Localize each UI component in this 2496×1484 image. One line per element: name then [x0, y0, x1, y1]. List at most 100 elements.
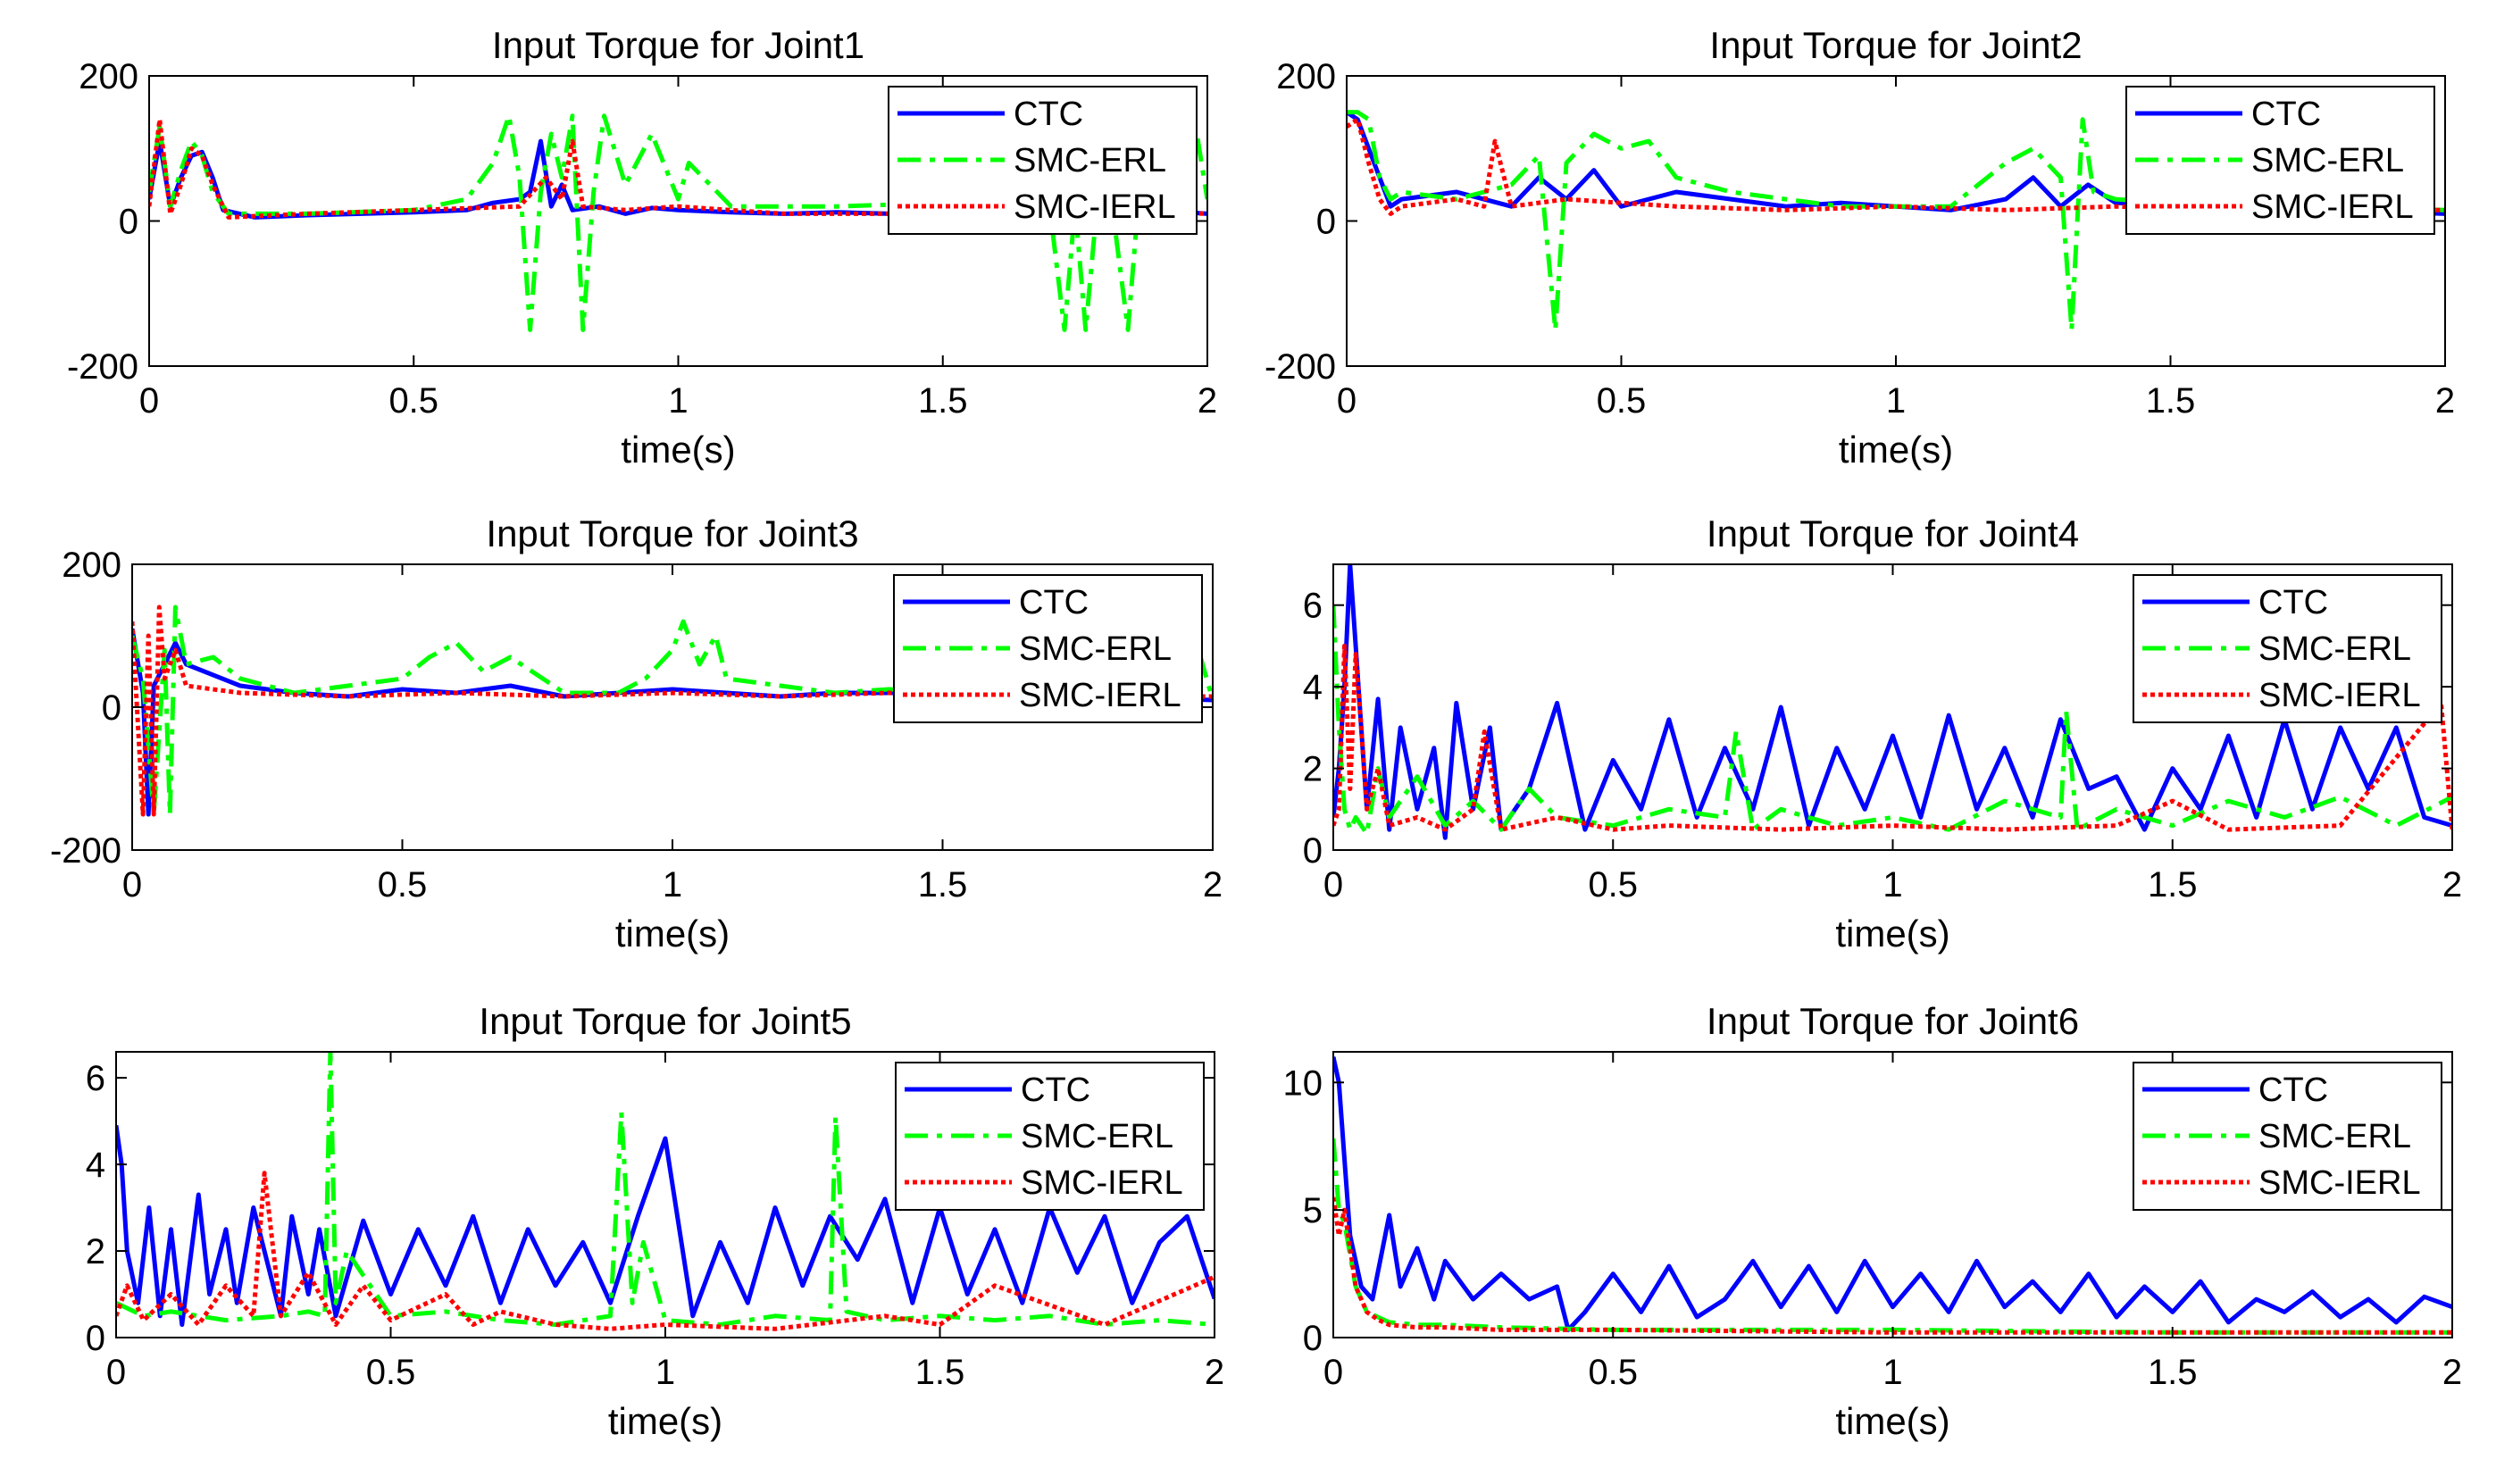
y-tick-label: 200	[62, 546, 121, 585]
x-tick-label: 0	[139, 381, 159, 421]
legend-label-smc-ierl: SMC-IERL	[1021, 1164, 1183, 1202]
x-tick-label: 1	[1886, 381, 1906, 421]
legend-label-smc-erl: SMC-ERL	[2258, 630, 2411, 668]
series-ctc	[1333, 564, 2452, 840]
x-tick-label: 0.5	[388, 381, 438, 421]
x-tick-label: 1	[663, 865, 682, 905]
x-tick-label: 0.5	[1588, 865, 1638, 905]
x-tick-label: 0.5	[1588, 1353, 1638, 1392]
x-axis-label: time(s)	[608, 1400, 722, 1442]
series-ctc	[1333, 1056, 2452, 1332]
x-tick-label: 0	[106, 1353, 126, 1392]
y-tick-label: 4	[86, 1146, 105, 1185]
series-ctc	[116, 1125, 1215, 1327]
series-smc-erl	[116, 1052, 1215, 1327]
subplot-joint6: 0 0.5 1 1.5 2 0 5 10 Input Torque for Joint6 time…	[1283, 1000, 2463, 1442]
x-tick-label: 0	[1337, 381, 1357, 421]
legend-label-smc-erl: SMC-ERL	[1019, 630, 1172, 668]
x-axis-label: time(s)	[1839, 429, 1953, 471]
x-tick-label: 0.5	[366, 1353, 416, 1392]
x-tick-label: 2	[1203, 865, 1223, 905]
legend-label-ctc: CTC	[2258, 1071, 2328, 1109]
legend-label-ctc: CTC	[1019, 584, 1089, 621]
y-tick-label: 0	[102, 688, 121, 728]
legend-label-ctc: CTC	[2251, 96, 2321, 133]
y-tick-label: -200	[1265, 347, 1336, 387]
legend: CTC SMC-ERL SMC-IERL	[2125, 86, 2435, 235]
legend: CTC SMC-ERL SMC-IERL	[888, 86, 1198, 235]
legend-label-smc-ierl: SMC-IERL	[1014, 188, 1176, 226]
y-tick-label: 10	[1283, 1063, 1323, 1103]
x-tick-label: 1.5	[2148, 1353, 2198, 1392]
y-tick-label: 6	[1303, 587, 1323, 626]
x-tick-label: 0.5	[1597, 381, 1647, 421]
x-tick-label: 0	[122, 865, 142, 905]
y-tick-label: 200	[79, 57, 138, 96]
y-tick-label: 0	[1303, 1319, 1323, 1358]
y-tick-label: -200	[50, 831, 121, 871]
x-axis-label: time(s)	[621, 429, 735, 471]
chart-title: Input Torque for Joint5	[479, 1000, 851, 1042]
x-axis-label: time(s)	[1835, 913, 1949, 955]
x-axis-label: time(s)	[615, 913, 730, 955]
x-tick-label: 1.5	[2146, 381, 2196, 421]
x-tick-label: 0.5	[378, 865, 428, 905]
series-smc-erl	[1333, 604, 2452, 837]
legend-label-ctc: CTC	[1014, 96, 1083, 133]
y-tick-label: 2	[1303, 750, 1323, 789]
series-ctc	[1347, 110, 2445, 216]
chart-title: Input Torque for Joint4	[1707, 513, 2079, 554]
x-axis-label: time(s)	[1835, 1400, 1949, 1442]
legend-label-smc-erl: SMC-ERL	[1021, 1118, 1173, 1155]
y-tick-label: 0	[1303, 831, 1323, 871]
subplot-joint4: 0 0.5 1 1.5 2 0 2 4 6 Input Torque for Joint4 time…	[1303, 513, 2462, 955]
legend-label-smc-ierl: SMC-IERL	[1019, 677, 1181, 714]
legend-label-ctc: CTC	[1021, 1071, 1090, 1109]
legend-label-smc-ierl: SMC-IERL	[2258, 1164, 2421, 1202]
x-tick-label: 1.5	[918, 381, 968, 421]
legend-label-smc-erl: SMC-ERL	[2258, 1118, 2411, 1155]
legend-label-smc-erl: SMC-ERL	[2251, 142, 2404, 179]
x-tick-label: 2	[1205, 1353, 1224, 1392]
series-smc-erl	[132, 604, 1213, 817]
series-smc-erl	[1347, 110, 2445, 332]
chart-title: Input Torque for Joint6	[1707, 1000, 2079, 1042]
legend: CTC SMC-ERL SMC-IERL	[895, 1062, 1205, 1211]
legend-label-smc-ierl: SMC-IERL	[2258, 677, 2421, 714]
series-smc-ierl	[149, 117, 1207, 220]
x-tick-label: 1.5	[918, 865, 968, 905]
subplot-joint5: 0 0.5 1 1.5 2 0 2 4 6 Input Torque for Joint5 time…	[86, 1000, 1224, 1442]
legend-label-smc-erl: SMC-ERL	[1014, 142, 1166, 179]
series-smc-ierl	[1347, 117, 2445, 216]
legend: CTC SMC-ERL SMC-IERL	[2133, 574, 2442, 723]
series-smc-ierl	[116, 1171, 1215, 1331]
chart-title: Input Torque for Joint2	[1709, 24, 2082, 66]
legend: CTC SMC-ERL SMC-IERL	[893, 574, 1203, 723]
y-tick-label: 0	[1316, 203, 1336, 242]
x-tick-label: 1.5	[915, 1353, 965, 1392]
x-tick-label: 0	[1323, 1353, 1343, 1392]
x-tick-label: 2	[2435, 381, 2455, 421]
legend-label-smc-ierl: SMC-IERL	[2251, 188, 2414, 226]
y-tick-label: 0	[86, 1319, 105, 1358]
chart-title: Input Torque for Joint3	[486, 513, 858, 554]
x-tick-label: 0	[1323, 865, 1343, 905]
y-tick-label: 6	[86, 1059, 105, 1098]
y-tick-label: 5	[1303, 1191, 1323, 1230]
series-smc-ierl	[1333, 1196, 2452, 1335]
x-tick-label: 1	[668, 381, 688, 421]
x-tick-label: 1	[1882, 865, 1902, 905]
x-tick-label: 2	[2442, 1353, 2462, 1392]
series-smc-ierl	[1333, 643, 2452, 832]
chart-title: Input Torque for Joint1	[492, 24, 864, 66]
y-tick-label: 200	[1276, 57, 1336, 96]
x-tick-label: 2	[1198, 381, 1217, 421]
x-tick-label: 2	[2442, 865, 2462, 905]
y-tick-label: 2	[86, 1232, 105, 1271]
x-tick-label: 1	[655, 1353, 675, 1392]
x-tick-label: 1	[1882, 1353, 1902, 1392]
